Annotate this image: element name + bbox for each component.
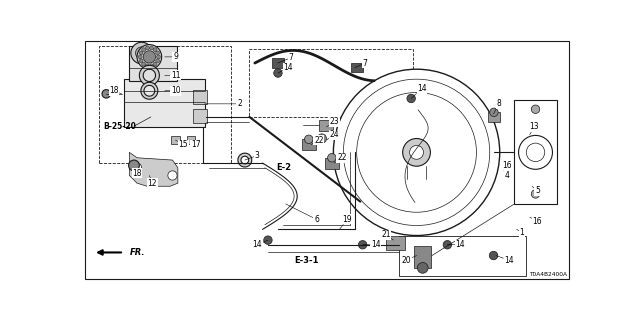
Text: 3: 3	[245, 151, 260, 160]
Circle shape	[443, 241, 452, 249]
Text: 7: 7	[355, 59, 367, 68]
Circle shape	[264, 236, 272, 244]
Circle shape	[137, 44, 162, 69]
Circle shape	[358, 241, 367, 249]
Circle shape	[141, 48, 145, 52]
Text: 9: 9	[164, 52, 178, 61]
Circle shape	[403, 139, 431, 166]
Text: 10: 10	[164, 86, 180, 95]
Circle shape	[136, 47, 148, 59]
Text: 23: 23	[326, 117, 339, 127]
Circle shape	[333, 69, 500, 236]
Circle shape	[145, 64, 149, 68]
Circle shape	[490, 251, 498, 260]
Circle shape	[407, 94, 415, 103]
Text: 14: 14	[496, 256, 514, 265]
Circle shape	[410, 145, 424, 159]
Circle shape	[356, 92, 476, 212]
Circle shape	[132, 163, 141, 172]
Bar	[187, 136, 195, 144]
Circle shape	[139, 59, 143, 63]
Text: 6: 6	[285, 204, 319, 224]
Circle shape	[150, 64, 154, 68]
Bar	[124, 79, 205, 127]
Bar	[272, 59, 284, 68]
Bar	[399, 236, 526, 276]
Bar	[351, 63, 364, 72]
Text: 21: 21	[381, 230, 394, 240]
Text: 22: 22	[334, 153, 347, 163]
Circle shape	[138, 55, 142, 59]
Text: 7: 7	[278, 53, 294, 63]
Text: 11: 11	[164, 71, 180, 80]
Circle shape	[526, 143, 545, 162]
Text: T0A4B2400A: T0A4B2400A	[529, 272, 566, 277]
Bar	[488, 112, 500, 122]
Text: E-2: E-2	[276, 163, 291, 172]
Text: 5: 5	[532, 186, 540, 195]
Text: 14: 14	[278, 63, 292, 73]
Text: 4: 4	[504, 171, 509, 180]
Circle shape	[317, 134, 326, 143]
Text: 14: 14	[252, 240, 268, 249]
Text: 15: 15	[175, 140, 188, 149]
Text: 8: 8	[493, 99, 501, 114]
Bar	[386, 236, 405, 250]
Circle shape	[168, 171, 177, 180]
Bar	[414, 246, 431, 268]
Circle shape	[131, 42, 152, 64]
Text: E-3-1: E-3-1	[294, 256, 319, 265]
Circle shape	[531, 190, 540, 198]
Bar	[193, 109, 207, 123]
Circle shape	[417, 262, 428, 273]
Text: 1: 1	[516, 228, 524, 237]
Text: 13: 13	[529, 123, 539, 135]
Circle shape	[531, 105, 540, 114]
Circle shape	[328, 154, 336, 162]
Text: 17: 17	[191, 140, 200, 149]
Bar	[129, 46, 177, 81]
Bar	[515, 100, 557, 204]
Text: 18: 18	[109, 86, 122, 95]
Bar	[172, 136, 180, 144]
Bar	[193, 90, 207, 104]
Circle shape	[143, 51, 156, 63]
Bar	[319, 120, 333, 131]
Circle shape	[156, 51, 159, 55]
Circle shape	[153, 62, 157, 66]
Circle shape	[157, 55, 161, 59]
Text: 12: 12	[148, 175, 157, 188]
Polygon shape	[129, 152, 178, 186]
Bar	[250, 49, 413, 117]
Text: 14: 14	[363, 240, 381, 249]
Text: B-25-20: B-25-20	[103, 123, 136, 132]
Circle shape	[274, 69, 282, 77]
Circle shape	[305, 135, 313, 143]
Text: 14: 14	[447, 240, 465, 249]
Circle shape	[139, 51, 143, 55]
Circle shape	[153, 48, 157, 52]
Circle shape	[490, 108, 498, 116]
Text: 24: 24	[326, 130, 339, 140]
Text: 16: 16	[501, 160, 511, 170]
Text: 18: 18	[132, 168, 142, 178]
Text: FR.: FR.	[129, 248, 145, 257]
Circle shape	[102, 90, 111, 98]
Circle shape	[344, 79, 490, 226]
Circle shape	[141, 62, 145, 66]
Circle shape	[156, 59, 159, 63]
Text: 22: 22	[311, 136, 323, 145]
Text: 2: 2	[205, 99, 242, 108]
Circle shape	[518, 135, 552, 169]
Bar	[325, 158, 339, 169]
Circle shape	[129, 160, 140, 171]
Bar	[302, 139, 316, 150]
Text: 14: 14	[411, 84, 427, 99]
Circle shape	[145, 46, 149, 50]
Text: 20: 20	[402, 256, 417, 265]
Text: 16: 16	[530, 217, 542, 226]
Circle shape	[150, 46, 154, 50]
Text: 19: 19	[340, 215, 352, 229]
Bar	[99, 46, 231, 163]
